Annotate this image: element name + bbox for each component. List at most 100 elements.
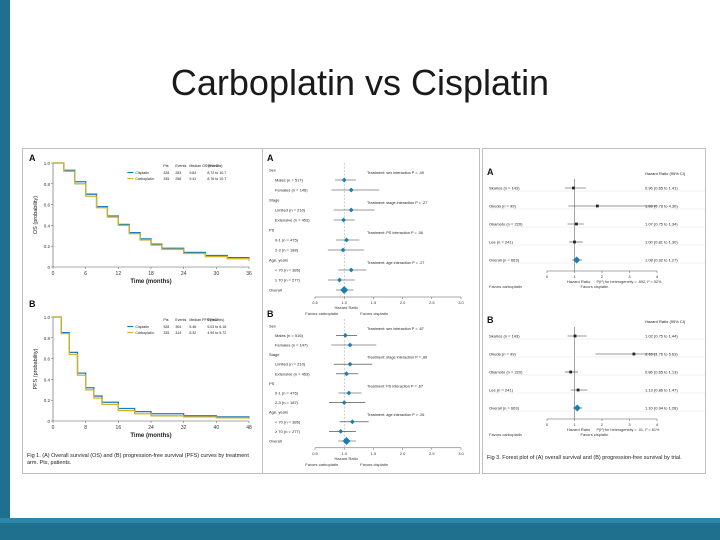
pfs-plot-y-tick-label: 0.2	[44, 398, 51, 403]
pfs-trials-overall-diamond	[573, 404, 581, 412]
pfs-trials-x-tick-label: 3	[628, 422, 631, 427]
bottom-band	[0, 518, 720, 540]
pfs-subgroup-x-tick-label: 1.0	[341, 451, 347, 456]
pfs-subgroup-point-estimate	[341, 400, 347, 405]
pfs-trials-x-tick-label: 2	[601, 422, 604, 427]
os-plot-y-tick-label: 0.8	[44, 182, 51, 187]
pfs-plot-table-cell: 304	[175, 325, 181, 329]
pfs-plot-table-cell: 5.03 to 6.18	[207, 325, 226, 329]
pfs-subgroup-point-estimate	[338, 429, 344, 434]
os-trials-hr-ci-text: 1.08 (0.92 to 1.27)	[645, 258, 678, 263]
os-subgroup-interaction-note: Treatment: PS interaction P = .06	[367, 231, 423, 235]
pfs-subgroup-x-tick-label: 2.5	[429, 451, 435, 456]
pfs-plot-table-cell: 314	[175, 331, 181, 335]
pfs-subgroup-x-tick-label: 1.5	[371, 451, 377, 456]
os-subgroup-row-label: Extensive (n = 453)	[275, 218, 310, 223]
pfs-plot-y-tick-label: 0.8	[44, 336, 51, 341]
os-plot-table-cell: Carboplatin	[135, 177, 153, 181]
pfs-trials-trial-label: Okamoto (n = 220)	[489, 370, 523, 375]
pfs-trials-hr-ci-text: 1.13 (0.86 to 1.47)	[645, 388, 678, 393]
pfs-trials-hr-ci-text: 1.10 (0.94 to 1.28)	[645, 406, 678, 411]
pfs-trials-point-estimate	[576, 388, 580, 392]
pfs-subgroup-favours-left: Favors carboplatin	[305, 462, 338, 467]
os-plot-x-tick-label: 6	[84, 271, 87, 277]
os-plot-table-cell: 8.72 to 10.7	[207, 171, 226, 175]
pfs-plot-table-cell: 4.90 to 5.72	[207, 331, 226, 335]
os-plot-table-cell: 9.41	[189, 177, 196, 181]
os-subgroup-x-tick-label: 0.5	[312, 300, 318, 305]
os-subgroup-interaction-note: Treatment: age interaction P = .27	[367, 261, 424, 265]
pfs-subgroup-row-label: Sex	[269, 323, 276, 328]
pfs-subgroup-interaction-note: Treatment: PS interaction P = .67	[367, 384, 423, 388]
pfs-subgroup-point-estimate	[349, 419, 355, 425]
km-svg: A 0 0.2 0.4 0.6 0.8 1.0 0 6 12 18 24 30 36 Time (month…	[29, 153, 252, 439]
os-plot-series-line-1	[53, 162, 250, 261]
os-subgroup-panel-letter: A	[267, 153, 274, 163]
figure-3-trial-forest: A Hazard Ratio (95% CI) Skarlos (n = 143) 0…	[482, 148, 706, 474]
os-plot-x-tick-label: 18	[148, 271, 154, 277]
figure-1-km-curves: A 0 0.2 0.4 0.6 0.8 1.0 0 6 12 18 24 30 36 Time (month…	[22, 148, 264, 474]
os-plot-table-cell: 8.76 to 10.7	[207, 177, 226, 181]
os-subgroup-point-estimate	[348, 187, 354, 193]
pfs-trials-trial-label: Okuda (n = 99)	[489, 352, 516, 357]
pfs-trials-column-header: Hazard Ratio (95% CI)	[645, 319, 686, 324]
pfs-plot-table-cell: Cisplatin	[135, 325, 149, 329]
os-plot-x-tick-label: 30	[214, 271, 220, 277]
os-trials-trial-label: Skarlos (n = 143)	[489, 186, 520, 191]
pfs-trials-hr-ci-text: 3.16 (1.76 to 5.63)	[645, 352, 678, 357]
pfs-plot-y-tick-label: 0	[47, 419, 50, 424]
pfs-trials-point-estimate	[569, 370, 573, 374]
pfs-subgroup-row-label: Age, years	[269, 410, 288, 415]
pfs-trials-point-estimate	[632, 352, 636, 356]
pfs-trials-favours-left: Favors carboplatin	[489, 432, 522, 437]
os-subgroup-x-tick-label: 2.5	[429, 300, 435, 305]
pfs-plot-y-tick-label: 1.0	[44, 315, 51, 320]
os-trials-heterogeneity-note: P(I²) for heterogeneity = .692, I² = 52%	[597, 280, 663, 284]
pfs-plot-table-cell: 335	[163, 331, 169, 335]
os-plot-x-tick-label: 12	[116, 271, 122, 277]
os-subgroup-interaction-note: Treatment: stage interaction P = .27	[367, 201, 427, 205]
os-subgroup-row-label: Overall	[269, 288, 282, 293]
pfs-plot-y-tick-label: 0.6	[44, 357, 51, 362]
os-subgroup-row-label: Females (n = 146)	[275, 188, 308, 193]
os-plot-table-cell: Cisplatin	[135, 171, 149, 175]
pfs-trials-point-estimate	[573, 334, 577, 338]
os-subgroup-row-label: 0-1 (n = 475)	[275, 238, 299, 243]
pfs-plot-x-tick-label: 32	[181, 425, 187, 431]
pfs-plot-table-cell: Carboplatin	[135, 331, 153, 335]
pfs-plot-table-cell: 5.46	[189, 325, 196, 329]
pfs-plot-x-tick-label: 0	[52, 425, 55, 431]
os-plot-table-cell: 253	[175, 171, 181, 175]
os-subgroup-row-label: Age, years	[269, 258, 288, 263]
pfs-subgroup-interaction-note: Treatment: sex interaction P = .67	[367, 327, 424, 331]
pfs-plot-y-axis-label: PFS (probability)	[33, 348, 39, 389]
pfs-plot-y-tick-label: 0.4	[44, 377, 51, 382]
os-subgroup-row-label: Stage	[269, 198, 280, 203]
pfs-trials-trial-label: Overall (n = 663)	[489, 406, 520, 411]
pfs-subgroup-point-estimate	[347, 342, 353, 348]
pfs-trials-hr-ci-text: 1.02 (0.75 to 1.44)	[645, 334, 678, 339]
pfs-subgroup-row-label: Females (n = 147)	[275, 343, 308, 348]
os-trials-trial-label: Lee (n = 241)	[489, 240, 514, 245]
os-subgroup-x-axis-label: Hazard Ratio	[335, 305, 359, 310]
os-trials-point-estimate	[573, 240, 576, 244]
os-subgroup-interaction-note: Treatment: sex interaction P = .49	[367, 171, 424, 175]
os-plot-table-header: Events	[175, 164, 186, 168]
os-trials-hr-ci-text: 1.07 (0.75 to 1.34)	[645, 222, 678, 227]
os-plot-y-tick-label: 0.6	[44, 203, 51, 208]
os-trials-favours-right: Favors cisplatin	[581, 284, 609, 289]
pfs-trials-heterogeneity-note: P(I²) for heterogeneity = .01, I² = 61%	[597, 428, 661, 432]
pfs-plot-x-tick-label: 8	[84, 425, 87, 431]
pfs-plot-x-tick-label: 40	[214, 425, 220, 431]
pfs-plot-table-header: Pts	[163, 318, 168, 322]
os-subgroup-row-label: < 70 (n = 386)	[275, 268, 301, 273]
os-subgroup-x-tick-label: 3.0	[458, 300, 464, 305]
os-trials-x-tick-label: 0	[546, 274, 549, 279]
os-trials-panel-letter: A	[487, 167, 494, 177]
pfs-subgroup-point-estimate	[347, 361, 353, 367]
os-subgroup-x-tick-label: 1.5	[371, 300, 377, 305]
os-subgroup-row-label: 2-3 (n = 188)	[275, 248, 299, 253]
pfs-trials-x-tick-label: 4	[656, 422, 659, 427]
pfs-subgroup-point-estimate	[342, 333, 348, 338]
